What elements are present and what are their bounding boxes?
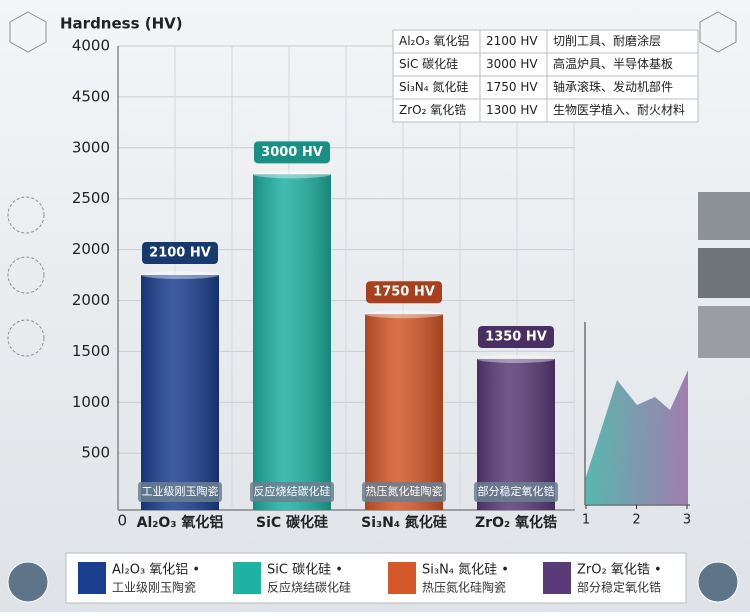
note-badge bbox=[474, 482, 558, 502]
bar-note: 反应烧结碳化硅 bbox=[254, 484, 331, 498]
table-text: 1300 HV bbox=[486, 103, 538, 117]
legend-sub: 热压氮化硅陶瓷 bbox=[422, 580, 506, 595]
value-badge bbox=[366, 281, 442, 304]
inset-tick-label: 2 bbox=[632, 513, 640, 528]
inset-area bbox=[585, 370, 688, 505]
bar-cap bbox=[365, 310, 443, 319]
legend-name: Al₂O₃ 氧化铝 • bbox=[112, 563, 200, 578]
note-badge bbox=[362, 482, 446, 502]
table-text: 生物医学植入、耐火材料 bbox=[553, 102, 685, 117]
table-text: 轴承滚珠、发动机部件 bbox=[553, 79, 673, 94]
y-tick-label: 0 bbox=[117, 512, 127, 530]
x-tick-label: ZrO₂ 氧化锆 bbox=[475, 514, 557, 531]
bar-shine bbox=[365, 314, 443, 510]
table-text: 3000 HV bbox=[486, 57, 538, 71]
bar-note: 工业级刚玉陶瓷 bbox=[142, 484, 219, 498]
value-badge bbox=[478, 325, 554, 348]
table-text: Al₂O₃ 氧化铝 bbox=[399, 33, 469, 48]
y-tick-label: 3000 bbox=[72, 138, 110, 156]
bar-shine bbox=[141, 275, 219, 510]
legend-box bbox=[65, 552, 687, 604]
legend-swatch bbox=[543, 562, 571, 594]
table-cell bbox=[546, 98, 699, 123]
x-tick-label: SiC 碳化硅 bbox=[256, 514, 328, 531]
note-badge bbox=[138, 482, 222, 502]
inset-tick-label: 3 bbox=[683, 513, 691, 528]
legend-sub: 反应烧结碳化硅 bbox=[267, 580, 351, 595]
chart-title: Hardness (HV) bbox=[60, 15, 183, 33]
x-tick-label: Al₂O₃ 氧化铝 bbox=[137, 514, 224, 531]
value-label: 3000 HV bbox=[261, 145, 323, 160]
value-label: 1750 HV bbox=[373, 285, 435, 300]
decor-hexagons bbox=[7, 11, 739, 603]
bar-note: 热压氮化硅陶瓷 bbox=[366, 484, 443, 498]
legend-swatch bbox=[233, 562, 261, 594]
legend-sub: 工业级刚玉陶瓷 bbox=[112, 580, 196, 595]
value-badge bbox=[254, 141, 330, 164]
legend-name: ZrO₂ 氧化锆 • bbox=[577, 563, 662, 578]
y-tick-label: 2000 bbox=[72, 240, 110, 258]
value-label: 2100 HV bbox=[149, 246, 211, 261]
bar-cap bbox=[141, 271, 219, 280]
y-tick-label: 500 bbox=[81, 444, 110, 462]
y-tick-label: 2500 bbox=[72, 189, 110, 207]
value-label: 1350 HV bbox=[485, 329, 547, 344]
value-badge bbox=[142, 242, 218, 265]
decor-micrographs bbox=[698, 192, 750, 358]
bar-note: 部分稳定氧化锆 bbox=[478, 484, 555, 498]
bar-cap bbox=[253, 170, 331, 179]
y-tick-label: 1500 bbox=[72, 342, 110, 360]
table-text: 1750 HV bbox=[486, 80, 538, 94]
note-badge bbox=[250, 482, 334, 502]
y-tick-label: 1000 bbox=[72, 393, 110, 411]
bar-shine bbox=[253, 174, 331, 510]
legend-name: Si₃N₄ 氮化硅 • bbox=[422, 563, 509, 578]
x-tick-label: Si₃N₄ 氮化硅 bbox=[361, 514, 447, 531]
legend-swatch bbox=[388, 562, 416, 594]
inset-tick-label: 1 bbox=[582, 513, 590, 528]
table-text: ZrO₂ 氧化锆 bbox=[399, 103, 466, 117]
legend-swatch bbox=[78, 562, 106, 594]
table-text: 高温炉具、半导体基板 bbox=[553, 56, 673, 71]
legend-name: SiC 碳化硅 • bbox=[267, 563, 343, 578]
table-text: SiC 碳化硅 bbox=[399, 57, 458, 71]
y-tick-label: 2000 bbox=[72, 291, 110, 309]
table-text: 2100 HV bbox=[486, 34, 538, 48]
table-text: Si₃N₄ 氮化硅 bbox=[399, 79, 468, 94]
table-text: 切削工具、耐磨涂层 bbox=[553, 33, 661, 48]
y-tick-label: 4000 bbox=[72, 37, 110, 55]
legend-sub: 部分稳定氧化锆 bbox=[577, 580, 661, 595]
y-tick-label: 4500 bbox=[72, 87, 110, 105]
bar-cap bbox=[477, 354, 555, 363]
